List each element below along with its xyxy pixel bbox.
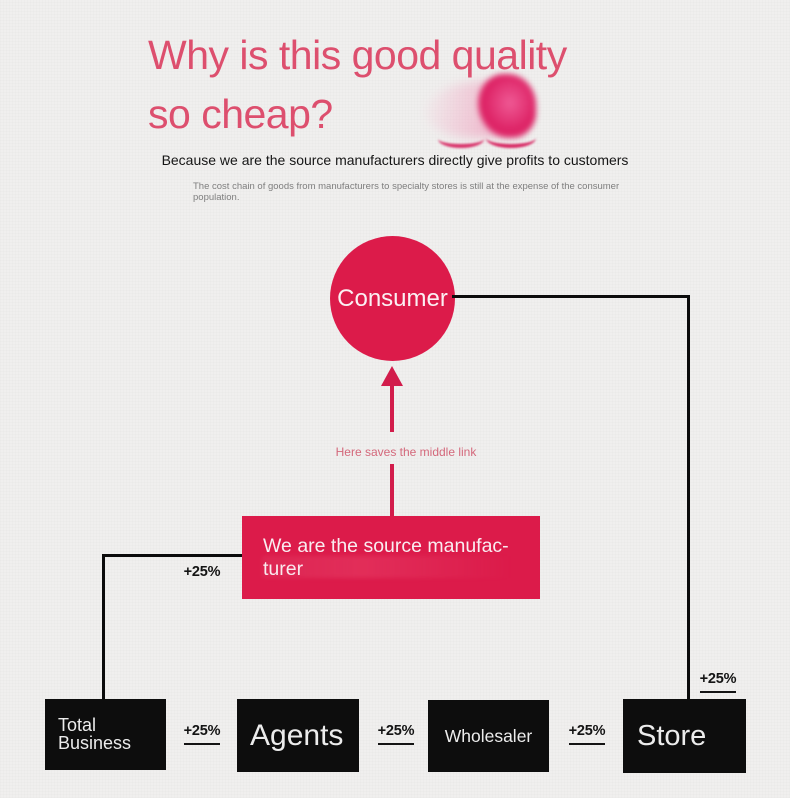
markup-value: +25%	[183, 564, 221, 580]
brush-crescent-left	[438, 130, 484, 148]
arrow-shaft-line	[390, 384, 394, 432]
page-title: Why is this good quality so cheap?	[148, 26, 567, 144]
brush-crescent-right	[486, 128, 536, 148]
node-store-label: Store	[637, 719, 707, 752]
node-total-line-2: Business	[58, 732, 132, 753]
markup-value-underlined: +25%	[699, 671, 737, 693]
watercolor-brush-decoration	[423, 70, 544, 150]
source-manufacturer-box: We are the source manufac- turer	[242, 516, 540, 599]
markup-value-underlined: +25%	[183, 723, 221, 745]
box-sheen-decoration	[262, 556, 512, 578]
markup-label-source-to-total: +25%	[176, 564, 228, 580]
node-total-line-1: Total	[58, 715, 97, 735]
connector-consumer-store-horizontal	[452, 295, 689, 298]
node-store: Store	[623, 699, 746, 773]
markup-value-underlined: +25%	[568, 723, 606, 745]
source-box-line-2: turer	[263, 558, 540, 581]
arrow-up-icon	[381, 366, 403, 386]
connector-consumer-store-vertical	[687, 295, 690, 699]
node-agents: Agents	[237, 699, 359, 772]
consumer-label: Consumer	[337, 284, 448, 312]
title-line-2: so cheap?	[148, 91, 333, 137]
node-total-business: Total Business	[45, 699, 166, 770]
arrow-caption: Here saves the middle link	[335, 445, 477, 459]
markup-value-underlined: +25%	[377, 723, 415, 745]
source-box-line-1: We are the source manufac-	[263, 534, 509, 557]
connector-source-total-horizontal	[102, 554, 242, 557]
subtitle-text: Because we are the source manufacturers …	[161, 152, 629, 168]
note-text: The cost chain of goods from manufacture…	[193, 181, 620, 203]
title-line-1: Why is this good quality	[148, 32, 567, 78]
node-wholesaler-label: Wholesaler	[444, 725, 533, 746]
consumer-circle: Consumer	[330, 236, 455, 361]
markup-label-total-to-agents: +25%	[172, 723, 232, 745]
node-wholesaler: Wholesaler	[428, 700, 549, 772]
markup-label-store: +25%	[688, 671, 748, 693]
arrow-lower-line	[390, 464, 394, 516]
connector-source-total-vertical	[102, 554, 105, 699]
markup-label-agents-to-wholesaler: +25%	[366, 723, 426, 745]
node-agents-label: Agents	[250, 718, 344, 752]
markup-label-wholesaler-to-store: +25%	[557, 723, 617, 745]
